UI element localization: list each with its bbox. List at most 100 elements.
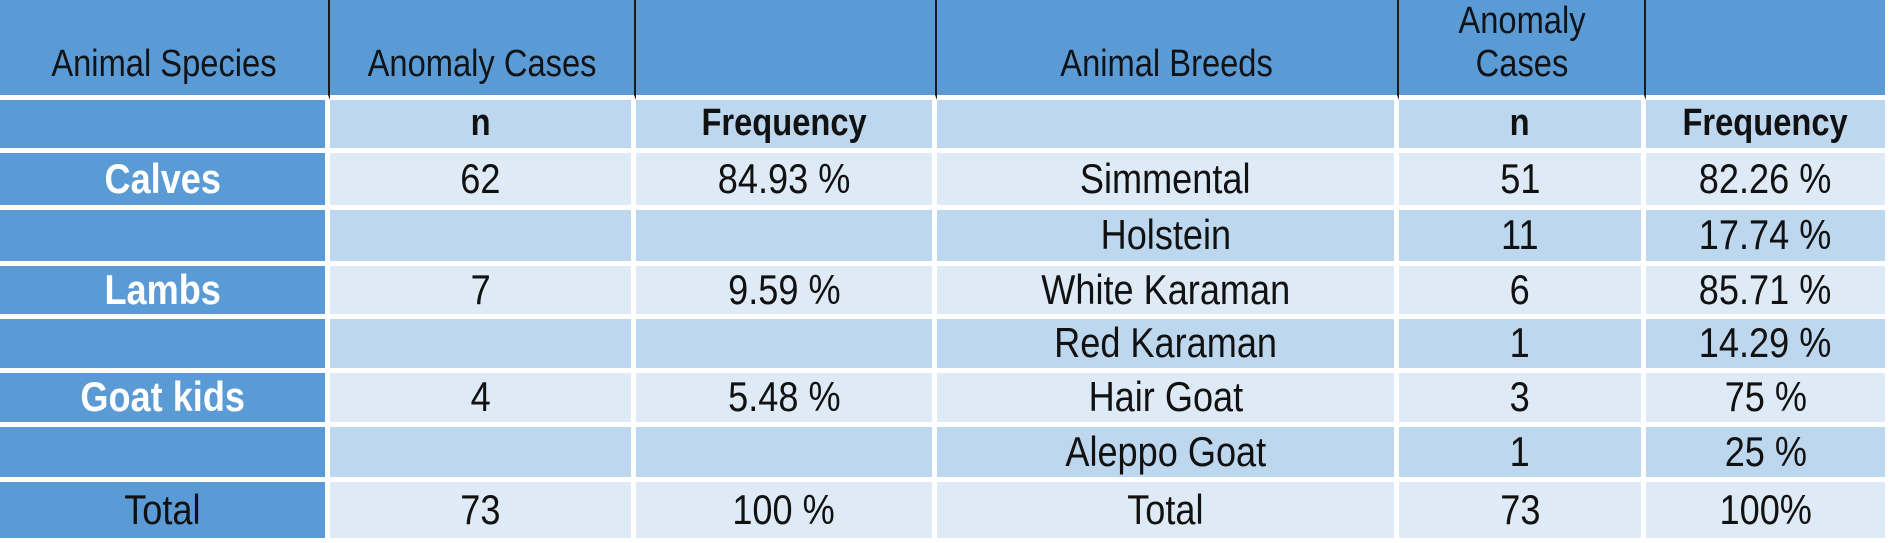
breed-white-karaman: White Karaman bbox=[937, 265, 1399, 319]
cell-text: Animal Species bbox=[51, 42, 277, 85]
red-karaman-frequency: 14.29 % bbox=[1646, 318, 1885, 373]
species-total: Total bbox=[0, 481, 330, 543]
table-row-red-karaman: Red Karaman 1 14.29 % bbox=[0, 318, 1885, 373]
table-row-calves: Calves 62 84.93 % Simmental 51 82.26 % bbox=[0, 152, 1885, 210]
cell-text: 11 bbox=[1501, 211, 1539, 259]
table-row-aleppo-goat: Aleppo Goat 1 25 % bbox=[0, 426, 1885, 482]
cell-text: 62 bbox=[460, 154, 501, 202]
species-blank bbox=[0, 209, 330, 266]
cell-text: n bbox=[470, 102, 491, 145]
cell-text: 14.29 % bbox=[1699, 319, 1832, 367]
cell-text: Total bbox=[124, 485, 201, 533]
header-animal-species: Animal Species bbox=[0, 0, 330, 100]
lambs-n: 7 bbox=[330, 265, 636, 319]
species-total-n: 73 bbox=[330, 481, 636, 543]
cell-text: Animal Breeds bbox=[1060, 42, 1274, 85]
cell-text: Frequency bbox=[701, 102, 867, 145]
breed-aleppo-goat: Aleppo Goat bbox=[937, 426, 1399, 482]
cell-text: Lambs bbox=[104, 265, 221, 313]
cell-text: 75 % bbox=[1724, 373, 1807, 421]
lambs-frequency: 9.59 % bbox=[636, 265, 937, 319]
table-row-goat-kids: Goat kids 4 5.48 % Hair Goat 3 75 % bbox=[0, 372, 1885, 427]
cell-text: n bbox=[1510, 102, 1530, 145]
subheader-blank-breeds bbox=[937, 99, 1399, 153]
hair-goat-frequency: 75 % bbox=[1646, 372, 1885, 427]
aleppo-goat-n: 1 bbox=[1399, 426, 1646, 482]
cell-text: Anomaly Cases bbox=[1457, 0, 1586, 85]
table-row-holstein: Holstein 11 17.74 % bbox=[0, 209, 1885, 266]
cell-text: 6 bbox=[1509, 265, 1531, 313]
cell-text: 73 bbox=[1499, 485, 1541, 533]
blank-frequency bbox=[636, 426, 937, 482]
cell-text: Red Karaman bbox=[1054, 319, 1277, 367]
subheader-n-left: n bbox=[330, 99, 636, 153]
cell-text: Goat kids bbox=[80, 373, 245, 421]
goat-kids-n: 4 bbox=[330, 372, 636, 427]
cell-text: 84.93 % bbox=[717, 154, 851, 202]
cell-text: 100 % bbox=[732, 485, 836, 533]
header-anomaly-cases-right: Anomaly Cases bbox=[1399, 0, 1646, 100]
header-blank-left bbox=[636, 0, 937, 100]
cell-text: 100% bbox=[1719, 485, 1812, 533]
simmental-n: 51 bbox=[1399, 152, 1646, 210]
subheader-n-right: n bbox=[1399, 99, 1646, 153]
cell-text: 9.59 % bbox=[727, 265, 841, 313]
table-header-row: Animal Species Anomaly Cases Animal Bree… bbox=[0, 0, 1885, 100]
cell-text: 85.71 % bbox=[1699, 265, 1832, 313]
subheader-frequency-right: Frequency bbox=[1646, 99, 1885, 153]
blank-frequency bbox=[636, 318, 937, 373]
holstein-frequency: 17.74 % bbox=[1646, 209, 1885, 266]
cell-text: 73 bbox=[460, 485, 501, 533]
cell-text: Aleppo Goat bbox=[1065, 427, 1266, 475]
blank-n bbox=[330, 318, 636, 373]
cell-text: 1 bbox=[1509, 427, 1531, 475]
cell-text: 82.26 % bbox=[1699, 154, 1832, 202]
blank-frequency bbox=[636, 209, 937, 266]
blank-n bbox=[330, 426, 636, 482]
simmental-frequency: 82.26 % bbox=[1646, 152, 1885, 210]
cell-text: Frequency bbox=[1682, 102, 1849, 145]
table-row-total: Total 73 100 % Total 73 100% bbox=[0, 481, 1885, 543]
cell-text: 4 bbox=[470, 373, 491, 421]
breeds-total-n: 73 bbox=[1399, 481, 1646, 543]
cell-text: Simmental bbox=[1080, 154, 1251, 202]
hair-goat-n: 3 bbox=[1399, 372, 1646, 427]
species-lambs: Lambs bbox=[0, 265, 330, 319]
white-karaman-frequency: 85.71 % bbox=[1646, 265, 1885, 319]
header-animal-breeds: Animal Breeds bbox=[937, 0, 1399, 100]
breed-simmental: Simmental bbox=[937, 152, 1399, 210]
holstein-n: 11 bbox=[1399, 209, 1646, 266]
species-calves: Calves bbox=[0, 152, 330, 210]
cell-text: Hair Goat bbox=[1088, 373, 1243, 421]
cell-text: Anomaly Cases bbox=[367, 42, 597, 85]
species-blank bbox=[0, 426, 330, 482]
cell-text: 7 bbox=[470, 265, 491, 313]
cell-text: Calves bbox=[104, 154, 221, 202]
blank-n bbox=[330, 209, 636, 266]
table-row-lambs: Lambs 7 9.59 % White Karaman 6 85.71 % bbox=[0, 265, 1885, 319]
cell-text: 3 bbox=[1509, 373, 1531, 421]
subheader-frequency-left: Frequency bbox=[636, 99, 937, 153]
table-subheader-row: n Frequency n Frequency bbox=[0, 99, 1885, 153]
species-goat-kids: Goat kids bbox=[0, 372, 330, 427]
cell-text: Holstein bbox=[1100, 211, 1231, 259]
goat-kids-frequency: 5.48 % bbox=[636, 372, 937, 427]
white-karaman-n: 6 bbox=[1399, 265, 1646, 319]
breed-hair-goat: Hair Goat bbox=[937, 372, 1399, 427]
cell-text: 1 bbox=[1509, 319, 1531, 367]
subheader-blank-species bbox=[0, 99, 330, 153]
breeds-total: Total bbox=[937, 481, 1399, 543]
red-karaman-n: 1 bbox=[1399, 318, 1646, 373]
cell-text: Total bbox=[1127, 485, 1204, 533]
cell-text: White Karaman bbox=[1041, 265, 1290, 313]
calves-frequency: 84.93 % bbox=[636, 152, 937, 210]
species-blank bbox=[0, 318, 330, 373]
cell-text: 17.74 % bbox=[1699, 211, 1832, 259]
breed-holstein: Holstein bbox=[937, 209, 1399, 266]
cell-text: 25 % bbox=[1724, 427, 1807, 475]
breed-red-karaman: Red Karaman bbox=[937, 318, 1399, 373]
header-blank-right bbox=[1646, 0, 1885, 100]
aleppo-goat-frequency: 25 % bbox=[1646, 426, 1885, 482]
